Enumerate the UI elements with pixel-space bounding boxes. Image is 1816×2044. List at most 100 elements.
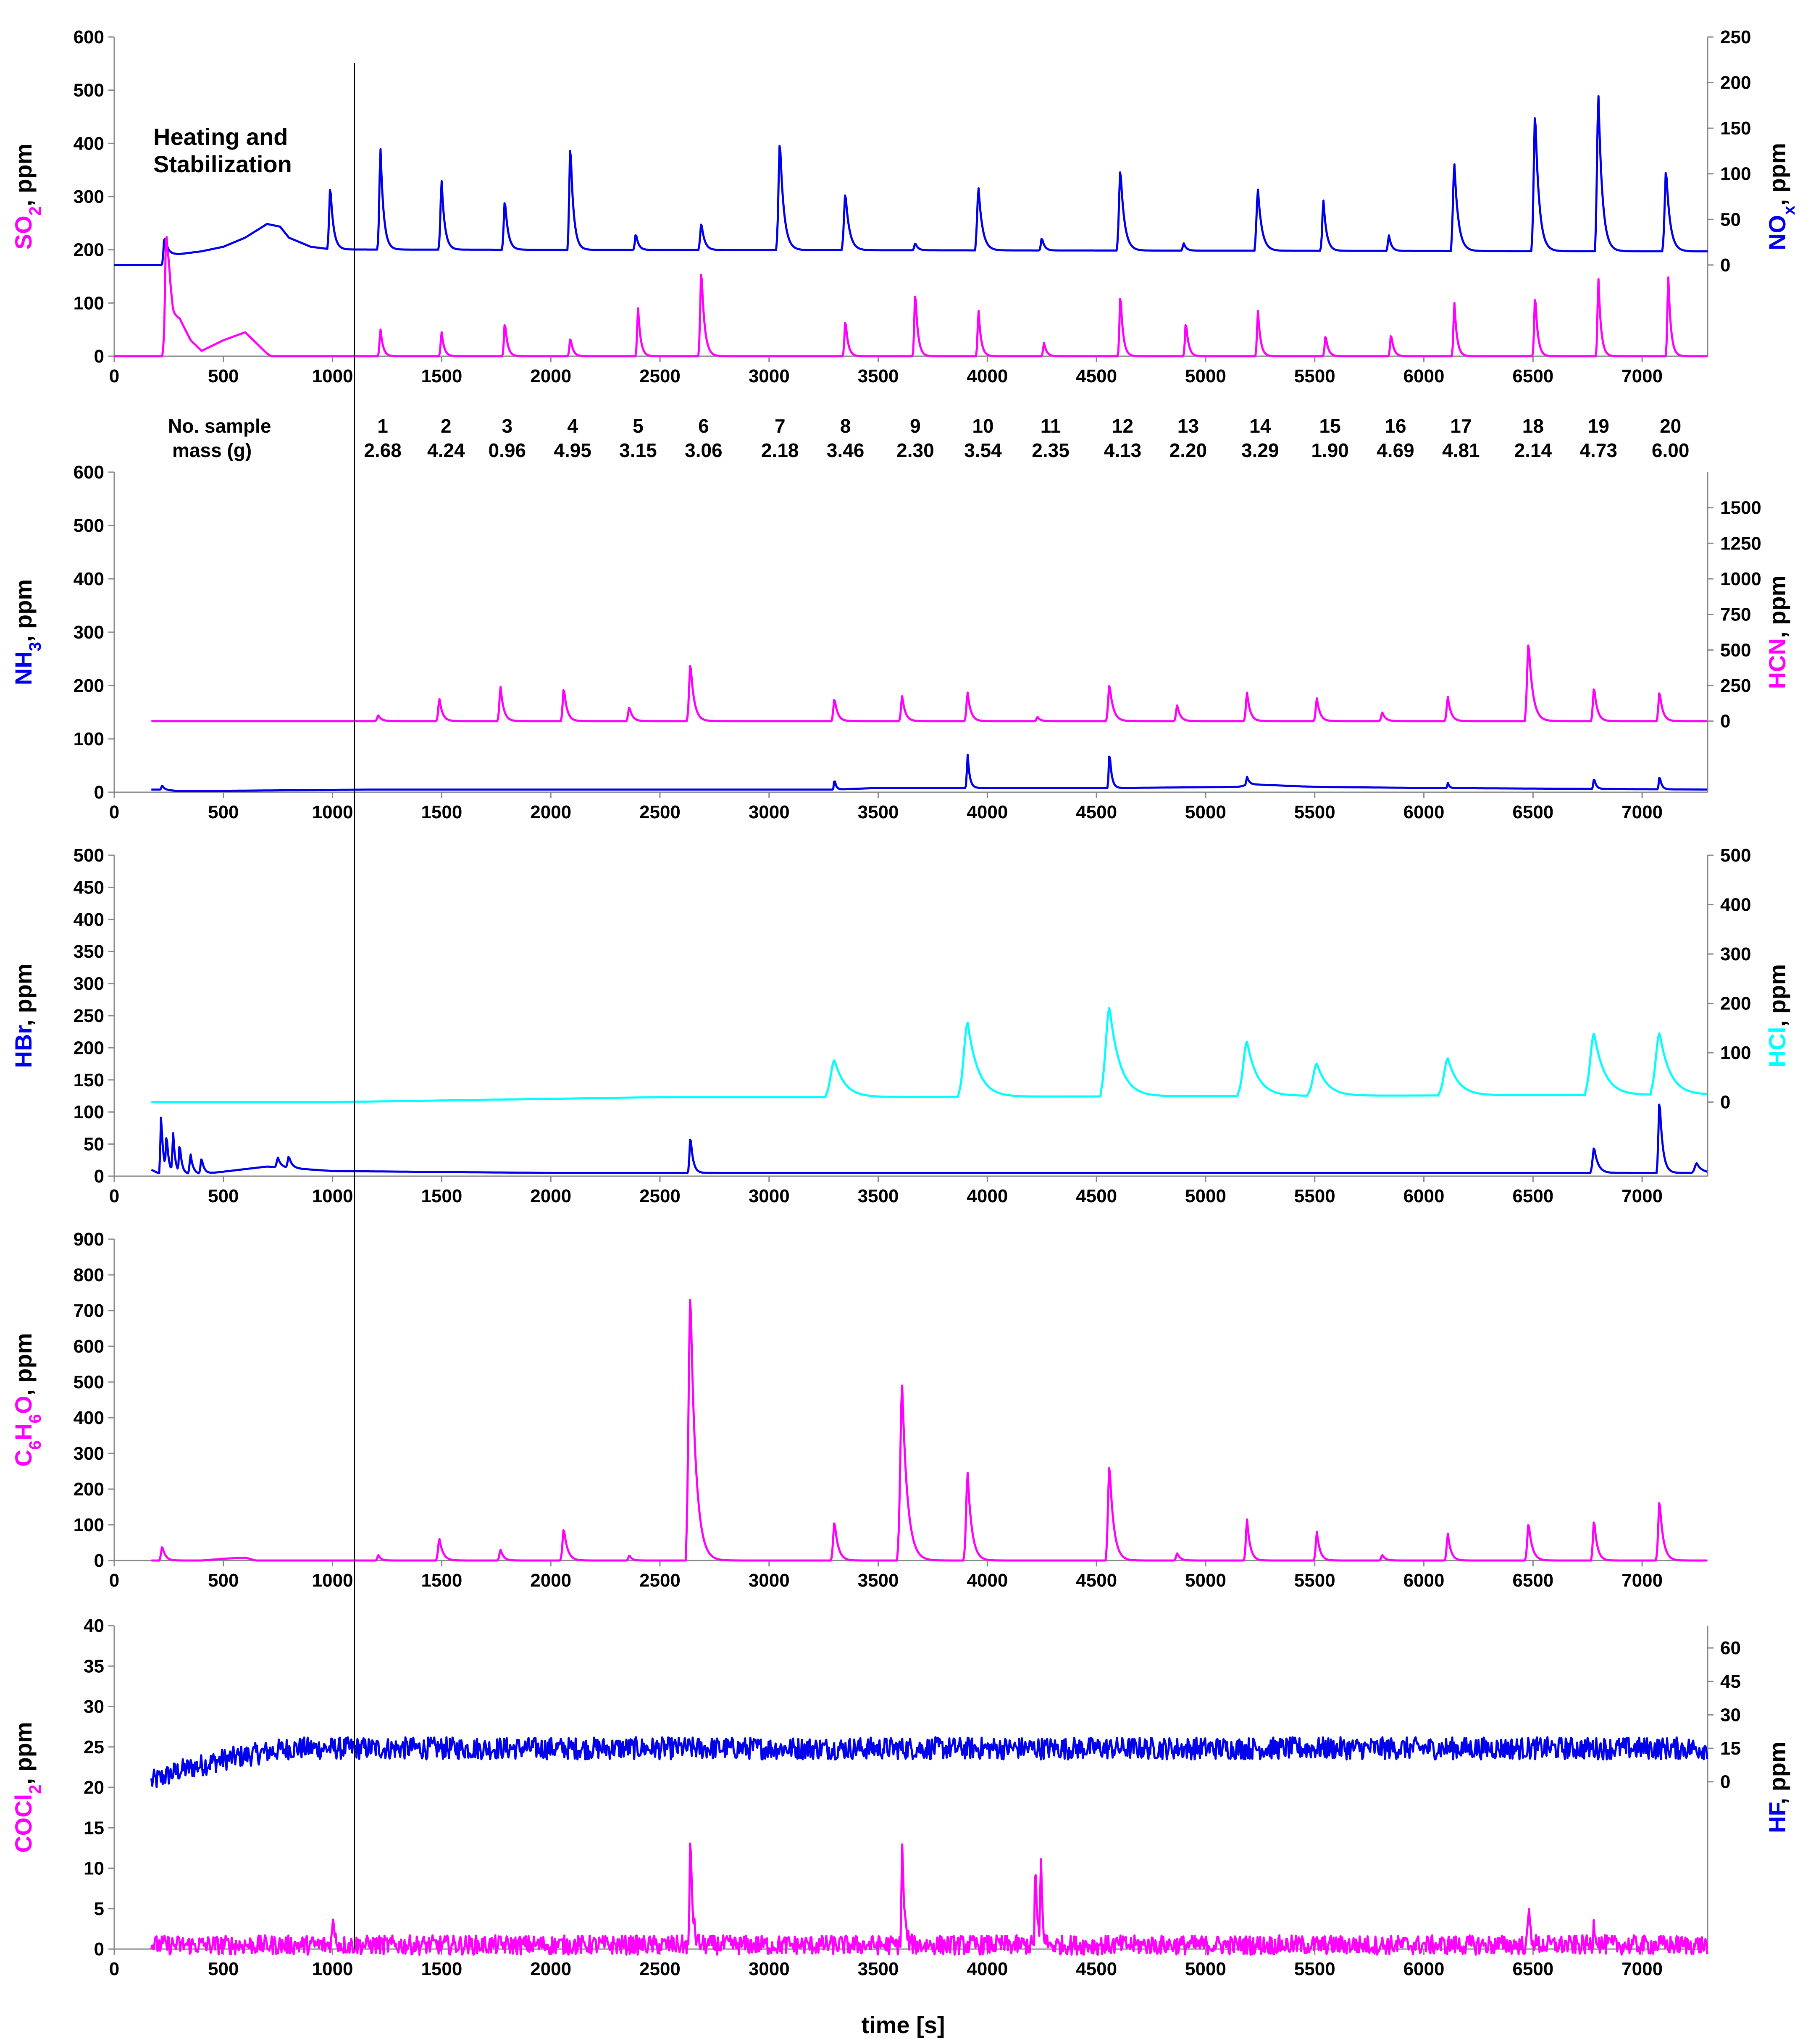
series-line (151, 1007, 1708, 1103)
right-tick-label: 200 (1720, 73, 1751, 93)
x-tick-label: 3500 (858, 802, 899, 822)
left-tick-label: 700 (74, 1300, 104, 1321)
left-tick-label: 150 (74, 1070, 104, 1090)
x-tick-label: 7000 (1622, 1959, 1663, 1979)
x-tick-label: 5500 (1294, 1959, 1335, 1979)
sample-number: 13 (1177, 415, 1199, 437)
series-line (151, 644, 1708, 722)
sample-number: 1 (377, 415, 388, 437)
left-tick-label: 0 (94, 782, 104, 803)
left-tick-label: 300 (74, 974, 104, 994)
left-tick-label: 100 (74, 1515, 104, 1535)
right-tick-label: 250 (1720, 27, 1751, 47)
x-tick-label: 3000 (749, 1570, 790, 1591)
x-tick-label: 3500 (858, 1570, 899, 1591)
left-tick-label: 500 (74, 515, 104, 536)
sample-mass: 3.29 (1241, 439, 1279, 461)
sample-mass: 4.95 (554, 439, 591, 461)
x-tick-label: 0 (109, 1186, 119, 1206)
left-tick-label: 500 (74, 80, 104, 101)
x-tick-label: 2000 (530, 802, 571, 822)
x-tick-label: 5500 (1294, 1570, 1335, 1591)
right-tick-label: 1500 (1720, 498, 1761, 518)
sample-mass: 4.73 (1579, 439, 1617, 461)
series-line (151, 1103, 1708, 1174)
right-tick-label: 500 (1720, 640, 1751, 660)
x-tick-label: 2000 (530, 1570, 571, 1591)
sample-mass: 3.46 (827, 439, 865, 461)
x-tick-label: 0 (109, 802, 119, 822)
sample-number: 20 (1660, 415, 1681, 437)
left-tick-label: 400 (74, 569, 104, 589)
x-tick-label: 5500 (1294, 802, 1335, 822)
left-tick-label: 600 (74, 462, 104, 483)
sample-mass: 2.20 (1169, 439, 1207, 461)
left-tick-label: 450 (74, 877, 104, 898)
x-tick-label: 6500 (1512, 1959, 1553, 1979)
sample-mass: 1.90 (1311, 439, 1349, 461)
left-tick-label: 500 (74, 1372, 104, 1392)
series-line (114, 95, 1708, 266)
right-tick-label: 750 (1720, 604, 1751, 625)
x-tick-label: 3000 (749, 1186, 790, 1206)
sample-mass: 4.81 (1442, 439, 1480, 461)
sample-number: 16 (1385, 415, 1406, 437)
chart-panel: 0 500 1000 1500 2000 2500 3000 3500 4000 4500 5000… (10, 462, 1790, 822)
x-tick-label: 500 (208, 802, 239, 822)
left-tick-label: 300 (74, 1443, 104, 1464)
right-tick-label: 1250 (1720, 533, 1761, 554)
sample-number: 17 (1450, 415, 1472, 437)
series-line (151, 754, 1708, 792)
left-tick-label: 400 (74, 133, 104, 154)
sample-number: 18 (1522, 415, 1544, 437)
x-tick-label: 2500 (639, 1570, 681, 1591)
right-tick-label: 60 (1720, 1638, 1741, 1658)
left-tick-label: 10 (84, 1858, 104, 1879)
x-tick-label: 4000 (967, 1959, 1008, 1979)
x-tick-label: 1000 (312, 1186, 353, 1206)
x-tick-label: 3500 (858, 1959, 899, 1979)
left-tick-label: 50 (84, 1134, 104, 1155)
series-line (150, 1842, 1708, 1956)
x-tick-label: 5000 (1185, 1570, 1226, 1591)
left-tick-label: 200 (74, 1038, 104, 1058)
left-tick-label: 100 (74, 1102, 104, 1122)
x-tick-label: 5000 (1185, 1959, 1226, 1979)
x-tick-label: 5000 (1185, 802, 1226, 822)
right-axis-title: HCl, ppm (1764, 964, 1790, 1067)
right-tick-label: 400 (1720, 895, 1751, 915)
x-tick-label: 4000 (967, 1570, 1008, 1591)
x-tick-label: 7000 (1622, 802, 1663, 822)
left-tick-label: 100 (74, 293, 104, 313)
annotation-line-2: Stabilization (153, 151, 292, 177)
sample-number: 7 (775, 415, 786, 437)
sample-mass: 2.35 (1032, 439, 1070, 461)
x-tick-label: 3500 (858, 366, 899, 386)
series-line (114, 236, 1708, 357)
sample-number: 6 (698, 415, 709, 437)
x-tick-label: 1000 (312, 1959, 353, 1979)
right-tick-label: 50 (1720, 209, 1741, 230)
left-tick-label: 350 (74, 941, 104, 962)
x-tick-label: 6000 (1403, 1959, 1445, 1979)
sample-number: 5 (633, 415, 644, 437)
x-tick-label: 2000 (530, 1959, 571, 1979)
left-tick-label: 900 (74, 1229, 104, 1250)
x-tick-label: 0 (109, 366, 119, 386)
right-tick-label: 0 (1720, 255, 1730, 276)
right-tick-label: 0 (1720, 711, 1730, 732)
x-tick-label: 4500 (1076, 1959, 1117, 1979)
left-axis-title: NH3, ppm (10, 579, 45, 685)
left-tick-label: 250 (74, 1006, 104, 1026)
x-tick-label: 3000 (749, 366, 790, 386)
right-tick-label: 500 (1720, 845, 1751, 866)
x-tick-label: 4500 (1076, 1186, 1117, 1206)
x-tick-label: 0 (109, 1570, 119, 1591)
left-tick-label: 0 (94, 346, 104, 367)
sample-mass: 3.54 (964, 439, 1002, 461)
series-line (151, 1299, 1708, 1562)
x-tick-label: 2000 (530, 1186, 571, 1206)
sample-mass: 2.18 (761, 439, 799, 461)
sample-number: 14 (1249, 415, 1271, 437)
